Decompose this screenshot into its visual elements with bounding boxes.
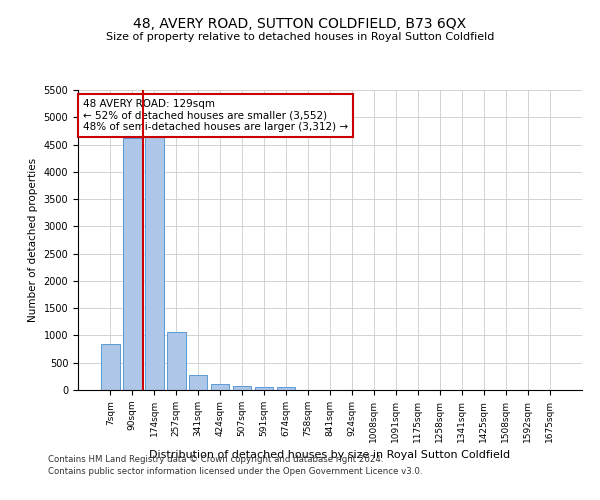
Bar (277, 388, 295, 390)
Bar (145, 137, 164, 390)
Bar (189, 374, 208, 390)
Text: 48 AVERY ROAD: 129sqm
← 52% of detached houses are smaller (3,552)
48% of semi-d: 48 AVERY ROAD: 129sqm ← 52% of detached … (83, 99, 348, 132)
Text: Contains HM Land Registry data © Crown copyright and database right 2024.: Contains HM Land Registry data © Crown c… (48, 456, 383, 464)
Bar (255, 386, 274, 390)
Bar (123, 138, 142, 390)
Bar (233, 386, 251, 390)
Text: Contains public sector information licensed under the Open Government Licence v3: Contains public sector information licen… (48, 467, 422, 476)
Bar (167, 332, 185, 390)
Bar (211, 384, 229, 390)
Y-axis label: Number of detached properties: Number of detached properties (28, 158, 38, 322)
X-axis label: Distribution of detached houses by size in Royal Sutton Coldfield: Distribution of detached houses by size … (149, 450, 511, 460)
Bar (101, 344, 119, 390)
Text: 48, AVERY ROAD, SUTTON COLDFIELD, B73 6QX: 48, AVERY ROAD, SUTTON COLDFIELD, B73 6Q… (133, 18, 467, 32)
Text: Size of property relative to detached houses in Royal Sutton Coldfield: Size of property relative to detached ho… (106, 32, 494, 42)
